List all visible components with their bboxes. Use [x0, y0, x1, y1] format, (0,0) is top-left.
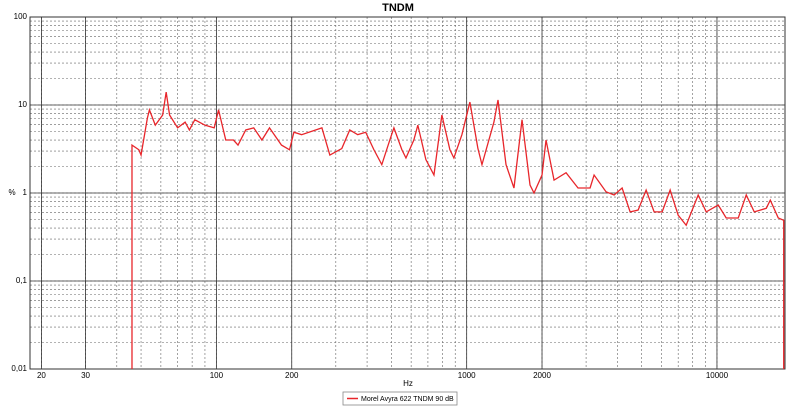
y-tick-label: 10 [18, 100, 27, 109]
data-line [131, 92, 785, 369]
legend-box [342, 391, 458, 406]
x-tick-label: 200 [285, 371, 299, 380]
y-tick-label: 0,01 [11, 364, 27, 373]
y-tick-label: 100 [14, 12, 28, 21]
x-tick-label: 2000 [533, 371, 551, 380]
x-axis-label: Hz [403, 379, 413, 388]
x-tick-label: 30 [81, 371, 90, 380]
y-tick-label: 0,1 [16, 276, 28, 285]
x-tick-label: 20 [37, 371, 46, 380]
x-tick-label: 1000 [458, 371, 476, 380]
legend-label: Morel Avyra 622 TNDM 90 dB [361, 396, 454, 403]
x-tick-label: 10000 [706, 371, 729, 380]
chart-title: TNDM [382, 2, 414, 14]
y-axis-label: % [8, 188, 15, 197]
plot-frame [29, 16, 786, 370]
y-tick-label: 1 [23, 188, 28, 197]
x-tick-label: 100 [210, 371, 224, 380]
